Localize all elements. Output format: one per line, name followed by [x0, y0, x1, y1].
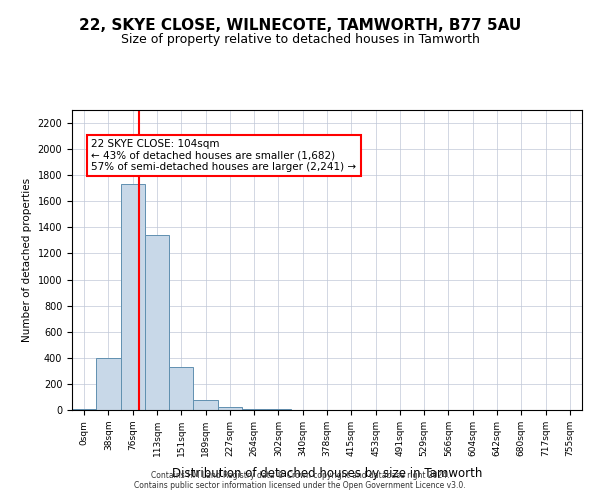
Bar [218, 406, 242, 410]
Y-axis label: Number of detached properties: Number of detached properties [22, 178, 32, 342]
Bar [145, 235, 169, 410]
Bar [242, 408, 266, 410]
Bar [169, 367, 193, 410]
Text: 22, SKYE CLOSE, WILNECOTE, TAMWORTH, B77 5AU: 22, SKYE CLOSE, WILNECOTE, TAMWORTH, B77… [79, 18, 521, 32]
X-axis label: Distribution of detached houses by size in Tamworth: Distribution of detached houses by size … [172, 467, 482, 480]
Bar [121, 184, 145, 410]
Bar [72, 408, 96, 410]
Text: 22 SKYE CLOSE: 104sqm
← 43% of detached houses are smaller (1,682)
57% of semi-d: 22 SKYE CLOSE: 104sqm ← 43% of detached … [91, 138, 356, 172]
Bar [96, 358, 121, 410]
Text: Contains HM Land Registry data © Crown copyright and database right 2024.
Contai: Contains HM Land Registry data © Crown c… [134, 470, 466, 490]
Text: Size of property relative to detached houses in Tamworth: Size of property relative to detached ho… [121, 32, 479, 46]
Bar [193, 400, 218, 410]
